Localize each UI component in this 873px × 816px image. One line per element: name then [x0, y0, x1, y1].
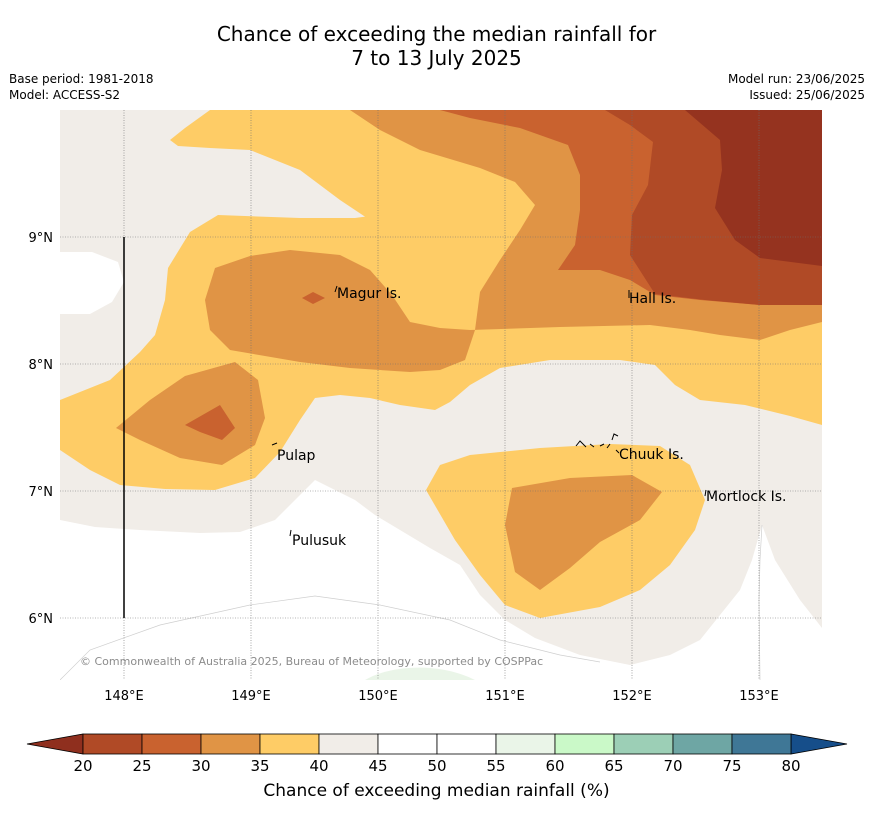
colorbar-tick-label: 65 — [604, 757, 623, 775]
lat-label-6: 6°N — [29, 612, 54, 627]
band-25-30-magur-cell — [302, 292, 325, 304]
grid-lines — [60, 110, 822, 680]
band-below-20 — [685, 110, 822, 266]
lon-label-153: 153°E — [739, 689, 779, 704]
colorbar-tick-label: 40 — [309, 757, 328, 775]
lat-labels: 9°N 8°N 7°N 6°N — [29, 231, 54, 627]
issued-text: Issued: 25/06/2025 — [749, 88, 865, 102]
lon-label-148: 148°E — [104, 689, 144, 704]
colorbar-swatch — [259, 733, 320, 755]
colorbar-extend-low — [26, 733, 84, 755]
colorbar-swatch — [731, 733, 792, 755]
band-30-35-south — [505, 475, 662, 590]
lon-label-150: 150°E — [358, 689, 398, 704]
colorbar-tick-label: 45 — [368, 757, 387, 775]
colorbar-swatch — [613, 733, 674, 755]
colorbar-tick-label: 50 — [427, 757, 446, 775]
colorbar-swatch — [554, 733, 615, 755]
colorbar-tick-label: 80 — [781, 757, 800, 775]
place-hall: Hall Is. — [629, 291, 676, 307]
band-55-60 — [365, 667, 475, 680]
title-line-1: Chance of exceeding the median rainfall … — [216, 22, 657, 46]
colorbar-swatch — [495, 733, 556, 755]
lon-label-149: 149°E — [231, 689, 271, 704]
colorbar: 20 25 30 35 40 45 50 55 60 65 70 75 80 — [26, 733, 848, 775]
meta-right: Model run: 23/06/2025 Issued: 25/06/2025 — [728, 71, 865, 103]
colorbar-swatch — [672, 733, 733, 755]
colorbar-tick-label: 35 — [250, 757, 269, 775]
meta-left: Base period: 1981-2018 Model: ACCESS-S2 — [9, 71, 154, 103]
island-outlines — [271, 285, 707, 537]
lon-label-151: 151°E — [485, 689, 525, 704]
place-magur: Magur Is. — [337, 286, 402, 302]
map-title: Chance of exceeding the median rainfall … — [0, 22, 873, 70]
lat-label-9: 9°N — [29, 231, 54, 246]
colorbar-tick-label: 20 — [73, 757, 92, 775]
colorbar-swatch — [377, 733, 438, 755]
model-run-text: Model run: 23/06/2025 — [727, 72, 865, 86]
colorbar-swatch — [82, 733, 143, 755]
model-text: Model: ACCESS-S2 — [9, 88, 121, 102]
colorbar-tick-label: 30 — [191, 757, 210, 775]
lon-labels: 148°E 149°E 150°E 151°E 152°E 153°E — [104, 689, 779, 704]
colorbar-swatch — [141, 733, 202, 755]
colorbar-tick-label: 55 — [486, 757, 505, 775]
place-chuuk: Chuuk Is. — [619, 447, 684, 463]
contour-line-45 — [60, 595, 601, 680]
band-30-35-left — [116, 362, 265, 465]
base-period-text: Base period: 1981-2018 — [9, 72, 154, 86]
copyright-text: © Commonwealth of Australia 2025, Bureau… — [80, 655, 543, 668]
title-line-2: 7 to 13 July 2025 — [351, 46, 522, 70]
colorbar-tick-label: 60 — [545, 757, 564, 775]
contour-fields — [60, 110, 822, 680]
contour-line-45b — [758, 524, 763, 680]
lon-label-152: 152°E — [612, 689, 652, 704]
colorbar-tick-label: 25 — [132, 757, 151, 775]
band-25-30-left-cell — [185, 405, 235, 440]
colorbar-label: Chance of exceeding median rainfall (%) — [263, 781, 610, 801]
colorbar-swatch — [318, 733, 379, 755]
lat-label-8: 8°N — [29, 358, 54, 373]
place-pulusuk: Pulusuk — [292, 533, 347, 549]
colorbar-swatch — [436, 733, 497, 755]
place-pulap: Pulap — [277, 448, 316, 464]
place-mortlock: Mortlock Is. — [706, 489, 786, 505]
colorbar-swatch — [200, 733, 261, 755]
lat-label-7: 7°N — [29, 485, 54, 500]
colorbar-tick-label: 70 — [663, 757, 682, 775]
colorbar-tick-label: 75 — [722, 757, 741, 775]
colorbar-extend-high — [790, 733, 848, 755]
band-45-50-left — [60, 252, 124, 314]
